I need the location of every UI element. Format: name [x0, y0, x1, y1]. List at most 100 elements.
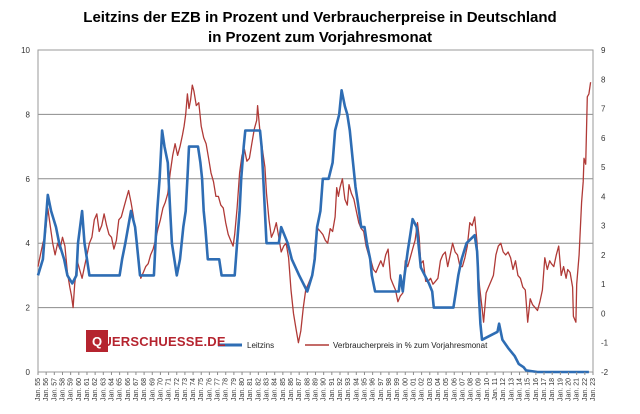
x-tick-label-11: Jan. 66 [125, 378, 132, 401]
x-tick-label-12: Jan. 67 [133, 378, 140, 401]
x-tick-label-41: Jan. 96 [370, 378, 377, 401]
x-tick-label-53: Jan. 08 [468, 378, 475, 401]
y-left-tick-label-1: 2 [26, 304, 31, 313]
right-axis-ticks: -2 -1 0 1 2 3 4 5 6 7 8 9 [601, 46, 609, 377]
x-tick-label-3: Jan. 58 [59, 378, 66, 401]
x-tick-label-24: Jan. 79 [231, 378, 238, 401]
logo-text-rest: UERSCHUESSE.DE [102, 333, 226, 349]
y-right-tick-label-7: 5 [601, 163, 606, 172]
x-tick-label-51: Jan. 06 [451, 378, 458, 401]
x-tick-label-47: Jan. 02 [419, 378, 426, 401]
x-tick-label-30: Jan. 85 [280, 378, 287, 401]
x-tick-label-5: Jan. 60 [76, 378, 83, 401]
x-tick-label-59: Jan. 14 [517, 378, 524, 401]
x-tick-label-45: Jan. 00 [402, 378, 409, 401]
x-tick-label-13: Jan. 68 [141, 378, 148, 401]
x-tick-label-65: Jan. 20 [566, 378, 573, 401]
x-tick-label-40: Jan. 95 [361, 378, 368, 401]
x-tick-label-31: Jan. 86 [288, 378, 295, 401]
x-tick-label-4: Jan. 59 [68, 378, 75, 401]
x-tick-label-0: Jan. 55 [35, 378, 42, 401]
y-left-tick-label-0: 0 [26, 368, 31, 377]
y-left-tick-label-4: 8 [26, 110, 31, 119]
x-tick-label-26: Jan. 81 [247, 378, 254, 401]
y-right-tick-label-1: -1 [601, 339, 609, 348]
x-tick-label-17: Jan. 72 [174, 378, 181, 401]
x-tick-label-62: Jan. 17 [541, 378, 548, 401]
x-tick-label-32: Jan. 87 [296, 378, 303, 401]
y-right-tick-label-0: -2 [601, 368, 609, 377]
y-right-tick-label-2: 0 [601, 309, 606, 318]
y-right-tick-label-8: 6 [601, 134, 606, 143]
x-tick-label-66: Jan. 21 [574, 378, 581, 401]
legend: Leitzins Verbraucherpreis in % zum Vorja… [218, 341, 488, 350]
x-tick-label-16: Jan. 71 [166, 378, 173, 401]
y-left-tick-label-2: 4 [26, 239, 31, 248]
y-right-tick-label-3: 1 [601, 280, 606, 289]
x-tick-label-33: Jan. 88 [304, 378, 311, 401]
chart-title-line1: Leitzins der EZB in Prozent und Verbrauc… [83, 9, 557, 26]
x-tick-label-44: Jan. 99 [394, 378, 401, 401]
x-tick-label-63: Jan. 18 [549, 378, 556, 401]
x-tick-label-49: Jan. 04 [435, 378, 442, 401]
x-tick-label-27: Jan. 82 [255, 378, 262, 401]
y-right-tick-label-4: 2 [601, 251, 606, 260]
y-left-tick-label-5: 10 [21, 46, 30, 55]
x-tick-label-19: Jan. 74 [190, 378, 197, 401]
x-tick-label-56: Jan. 11 [492, 378, 499, 401]
x-tick-label-29: Jan. 84 [272, 378, 279, 401]
x-tick-label-64: Jan. 19 [557, 378, 564, 401]
x-tick-label-48: Jan. 03 [427, 378, 434, 401]
x-tick-label-2: Jan. 57 [51, 378, 58, 401]
x-tick-label-52: Jan. 07 [459, 378, 466, 401]
x-tick-label-50: Jan. 05 [443, 378, 450, 401]
x-axis-ticks: Jan. 55 Jan. 56 Jan. 57 Jan. 58 Jan. 59 Jan. … [35, 372, 597, 401]
logo-letter-q: Q [92, 333, 103, 349]
x-tick-label-34: Jan. 89 [313, 378, 320, 401]
axes [37, 49, 594, 373]
x-tick-label-1: Jan. 56 [43, 378, 50, 401]
x-tick-label-18: Jan. 73 [182, 378, 189, 401]
x-tick-label-39: Jan. 94 [353, 378, 360, 401]
logo-text: QUERSCHUESSE.DE [92, 334, 226, 349]
left-axis-ticks: 0 2 4 6 8 10 [21, 46, 30, 377]
x-tick-label-36: Jan. 91 [329, 378, 336, 401]
x-tick-label-7: Jan. 62 [92, 378, 99, 401]
querschuesse-logo: QUERSCHUESSE.DE [86, 330, 226, 352]
legend-label-verbraucherpreis: Verbraucherpreis in % zum Vorjahresmonat [333, 341, 488, 350]
chart-title: Leitzins der EZB in Prozent und Verbrauc… [0, 8, 640, 48]
x-tick-label-58: Jan. 13 [508, 378, 515, 401]
x-tick-label-37: Jan. 92 [337, 378, 344, 401]
x-tick-label-54: Jan. 09 [476, 378, 483, 401]
chart-title-line2: in Prozent zum Vorjahresmonat [208, 29, 432, 46]
x-tick-label-21: Jan. 76 [206, 378, 213, 401]
y-right-tick-label-9: 7 [601, 105, 606, 114]
y-right-tick-label-10: 8 [601, 75, 606, 84]
x-tick-label-68: Jan. 23 [590, 378, 597, 401]
series-line-leitzins [36, 89, 589, 374]
logo-square [86, 330, 108, 352]
y-right-tick-label-11: 9 [601, 46, 606, 55]
x-tick-label-57: Jan. 12 [500, 378, 507, 401]
gridlines [38, 113, 593, 309]
x-tick-label-28: Jan. 83 [264, 378, 271, 401]
x-tick-label-35: Jan. 90 [321, 378, 328, 401]
x-tick-label-15: Jan. 70 [157, 378, 164, 401]
x-tick-label-14: Jan. 69 [149, 378, 156, 401]
legend-label-leitzins: Leitzins [247, 341, 274, 350]
x-tick-label-23: Jan. 78 [223, 378, 230, 401]
x-tick-label-25: Jan. 80 [239, 378, 246, 401]
y-right-tick-label-6: 4 [601, 192, 606, 201]
x-tick-label-9: Jan. 64 [108, 378, 115, 401]
x-tick-label-20: Jan. 75 [198, 378, 205, 401]
x-tick-label-10: Jan. 65 [117, 378, 124, 401]
x-tick-label-6: Jan. 61 [84, 378, 91, 401]
x-tick-label-55: Jan. 10 [484, 378, 491, 401]
x-tick-label-22: Jan. 77 [215, 378, 222, 401]
series-layer [36, 82, 592, 374]
x-tick-label-8: Jan. 63 [100, 378, 107, 401]
x-tick-label-42: Jan. 97 [378, 378, 385, 401]
y-left-tick-label-3: 6 [26, 175, 31, 184]
plot-area [37, 49, 594, 373]
